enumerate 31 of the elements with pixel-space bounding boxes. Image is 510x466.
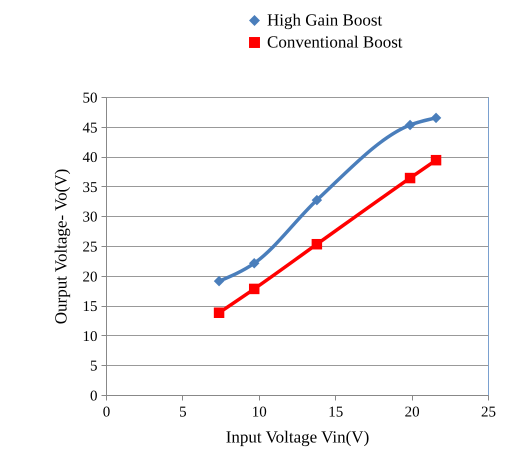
point <box>214 276 224 286</box>
legend-label: High Gain Boost <box>267 10 382 30</box>
x-tick-label: 15 <box>328 404 344 420</box>
y-tick-label: 25 <box>82 240 98 256</box>
y-tick-label: 20 <box>82 269 98 286</box>
y-tick-label: 10 <box>82 328 98 345</box>
point <box>248 258 260 269</box>
y-tick-label: 45 <box>82 120 98 136</box>
x-tick-label: 10 <box>252 404 267 420</box>
legend-label: Conventional Boost <box>267 32 403 52</box>
point <box>404 172 416 184</box>
y-tick-label: 5 <box>90 358 98 375</box>
x-tick-label: 25 <box>481 404 496 420</box>
y-tick-label: 30 <box>82 210 98 226</box>
point <box>404 120 416 130</box>
point <box>430 112 442 124</box>
y-tick-label: 35 <box>82 180 98 196</box>
y-tick-label: 0 <box>90 388 98 404</box>
y-tick-label: 50 <box>82 90 98 106</box>
x-axis-title: Input Voltage Vin(V) <box>226 428 370 446</box>
x-tick-label: 0 <box>102 404 110 420</box>
x-tick-label: 20 <box>404 404 420 420</box>
y-axis-title: Ourput Voltage- Vo(V) <box>52 168 70 324</box>
point <box>312 194 322 206</box>
x-tick-label: 5 <box>179 404 187 420</box>
y-tick-label: 40 <box>82 150 98 166</box>
y-tick-label: 15 <box>82 299 98 316</box>
point <box>430 154 442 166</box>
point <box>214 308 224 318</box>
point <box>312 238 322 250</box>
point <box>248 284 260 294</box>
